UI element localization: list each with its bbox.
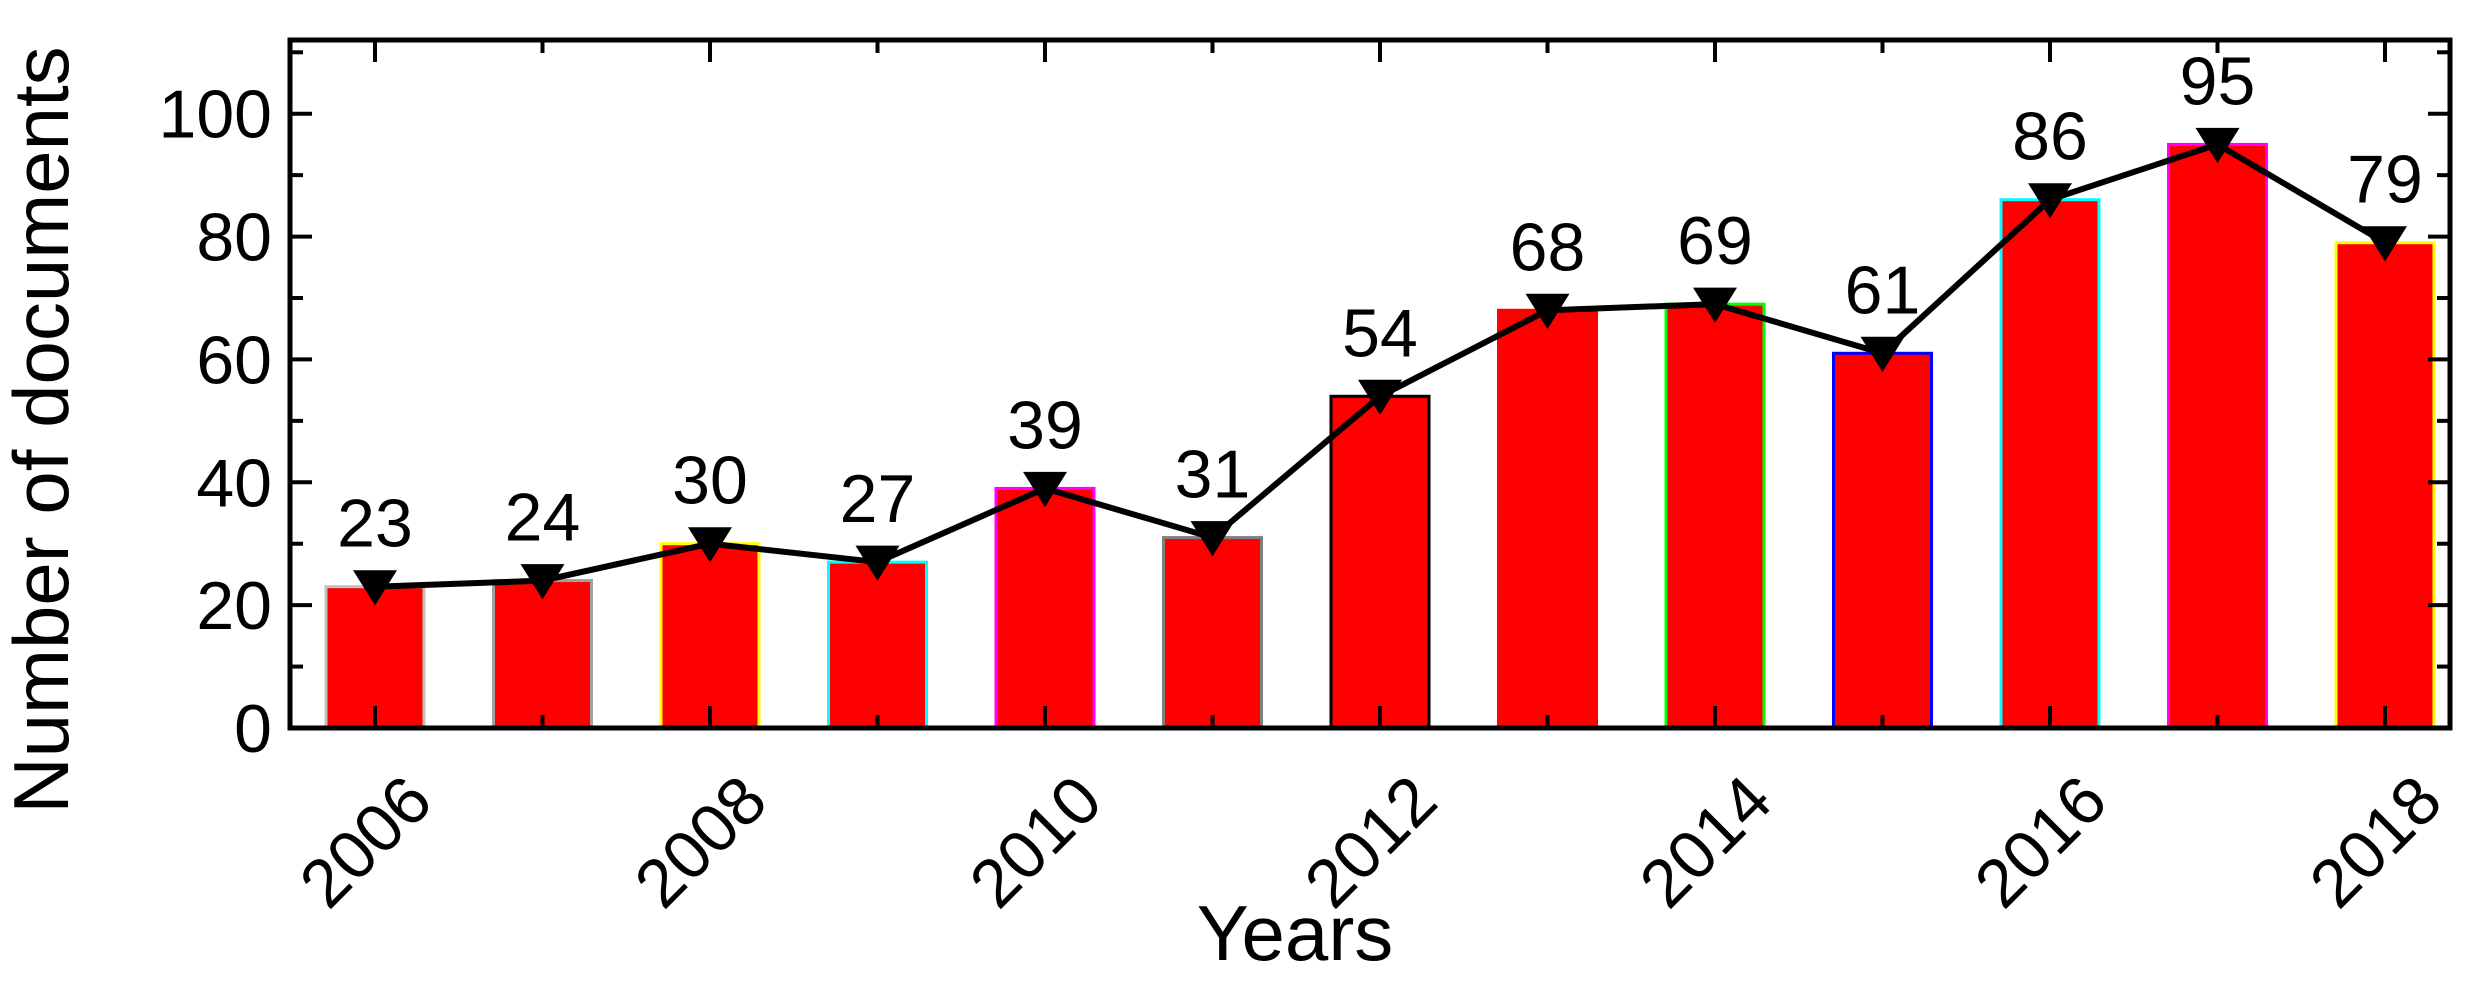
y-tick-label-20: 20 [196,568,272,644]
marker-2007 [520,564,565,600]
y-tick-label-0: 0 [234,691,272,767]
bar-2017 [2167,142,2268,730]
bar-2014 [1664,302,1766,730]
marker-2015 [1860,336,1905,372]
data-labels-group: 23 24 30 27 39 31 54 68 69 61 86 95 79 [337,43,2423,561]
marker-2014 [1693,287,1737,323]
bar-2010 [994,486,1096,730]
data-label-2018: 79 [2347,142,2423,218]
y-axis-title: Number of documents [0,46,85,813]
x-tick-label-2014: 2014 [1625,761,1786,922]
x-tick-label-2008: 2008 [620,761,781,922]
data-label-2010: 39 [1007,387,1083,463]
data-label-2011: 31 [1175,437,1251,513]
x-tick-label-2006: 2006 [285,761,446,922]
bars-group [324,142,2436,730]
data-label-2015: 61 [1845,252,1921,328]
marker-2006 [353,570,397,606]
marker-2009 [855,545,900,581]
data-label-2017: 95 [2180,43,2256,119]
bar-2008 [659,542,761,730]
marker-2010 [1023,471,1067,508]
data-label-2016: 86 [2012,99,2088,175]
x-tick-label-2010: 2010 [955,761,1116,922]
bar-2013 [1497,308,1598,730]
y-tick-label-100: 100 [159,77,272,153]
marker-2012 [1358,379,1402,415]
marker-2013 [1525,293,1570,329]
x-axis-title: Years [1197,889,1394,977]
x-tick-label-2016: 2016 [1960,761,2121,922]
bar-2016 [1999,198,2101,730]
marker-2008 [688,527,732,563]
data-label-2006: 23 [337,486,413,562]
bar-2018 [2334,241,2436,730]
y-tick-label-60: 60 [196,322,272,398]
bar-2006 [324,585,426,730]
bar-2012 [1329,394,1431,730]
data-label-2008: 30 [672,443,748,519]
plot-frame [287,37,2453,731]
bar-2015 [1832,351,1933,730]
y-tick-label-80: 80 [196,200,272,276]
x-tick-label-2018: 2018 [2295,761,2456,922]
trend-line-group [353,127,2407,606]
data-label-2013: 68 [1510,209,1586,285]
bar-2011 [1162,536,1263,730]
bar-2007 [492,579,593,730]
data-label-2012: 54 [1342,295,1418,371]
bar-2009 [827,560,928,730]
marker-2011 [1190,521,1235,557]
data-label-2009: 27 [840,461,916,537]
marker-2016 [2028,183,2072,219]
marker-2018 [2363,226,2407,262]
data-label-2014: 69 [1677,203,1753,279]
data-label-2007: 24 [505,480,581,556]
marker-2017 [2195,127,2240,164]
y-tick-label-40: 40 [196,445,272,521]
